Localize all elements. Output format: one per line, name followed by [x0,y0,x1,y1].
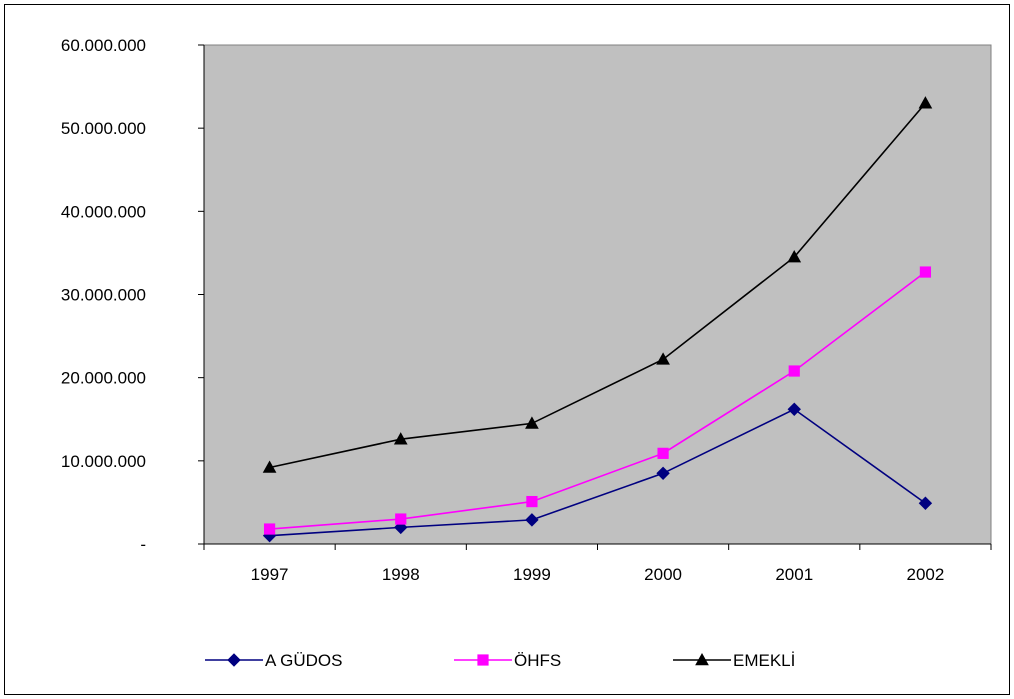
legend-item-0: A GÜDOS [205,651,342,670]
axes: - 10.000.000 20.000.000 30.000.000 40.000.00… [61,36,992,584]
x-tick-label: 1998 [382,565,420,584]
chart-frame: - 10.000.000 20.000.000 30.000.000 40.000.00… [4,4,1010,695]
data-point [262,460,277,473]
series-line [269,271,926,530]
y-tick-label: 50.000.000 [61,119,146,138]
data-point [788,365,800,377]
x-tick-label: 1997 [251,565,289,584]
series-line [269,408,926,537]
series-2 [262,96,933,473]
series-1 [263,266,932,535]
data-point [919,266,932,278]
data-point [918,496,933,510]
data-point [395,513,407,525]
data-point [787,250,802,263]
y-tick-label: 40.000.000 [61,202,146,221]
data-point [263,523,276,535]
series-layer [262,96,933,543]
x-tick-label: 2000 [644,565,682,584]
data-point [525,416,539,429]
data-point [657,447,669,459]
x-tick-label: 2002 [907,565,945,584]
data-point [393,432,408,445]
y-tick-label: 10.000.000 [61,452,146,471]
data-point [525,513,539,527]
legend-marker [695,652,709,666]
legend-label: EMEKLİ [733,651,795,670]
data-point [787,402,801,416]
legend-marker [477,654,489,666]
y-tick-label: 20.000.000 [61,369,146,388]
legend-marker [227,653,241,667]
plot-area [203,44,992,545]
data-point [656,352,670,365]
legend-item-2: EMEKLİ [673,651,795,670]
legend-label: ÖHFS [514,651,561,670]
legend-label: A GÜDOS [265,651,342,670]
x-tick-label: 1999 [513,565,551,584]
x-tick-label: 2001 [775,565,813,584]
y-tick-label: 30.000.000 [61,286,146,305]
line-chart: - 10.000.000 20.000.000 30.000.000 40.000.00… [61,36,992,670]
data-point [656,466,670,481]
data-point [918,96,933,109]
legend-item-1: ÖHFS [454,651,561,670]
y-tick-label: 60.000.000 [61,36,146,55]
series-line [269,102,927,469]
y-tick-label: - [140,535,146,554]
legend: A GÜDOS ÖHFS EMEKLİ [205,651,795,670]
data-point [526,495,538,508]
